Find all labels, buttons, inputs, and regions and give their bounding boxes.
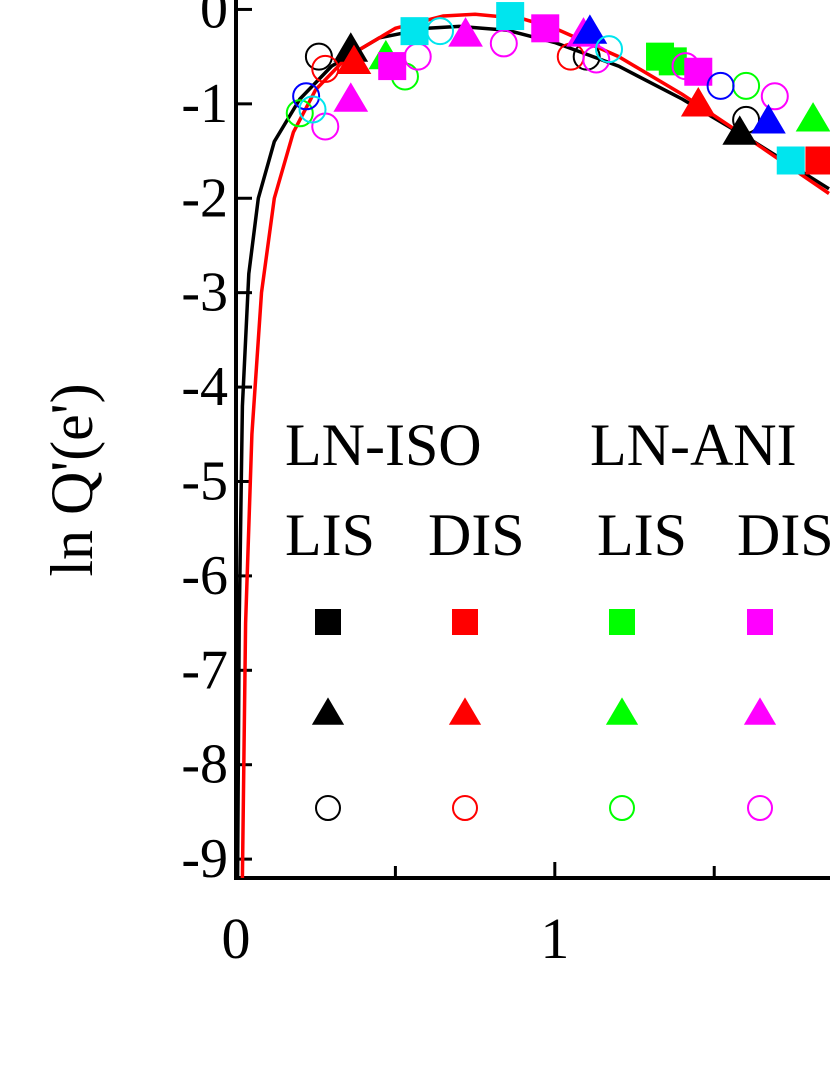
x-tick-label: 1 <box>540 906 569 971</box>
data-point <box>531 14 560 43</box>
legend-marker <box>609 609 635 635</box>
y-axis-label: ln Q'(e') <box>39 383 105 576</box>
y-tick-label: -1 <box>181 73 228 135</box>
legend-subtitle: LIS <box>285 502 375 568</box>
y-tick-label: -2 <box>181 167 228 229</box>
legend-subtitle: LIS <box>597 502 687 568</box>
legend-group-title: LN-ANI <box>590 412 797 478</box>
data-point <box>311 112 340 141</box>
data-point <box>448 17 483 47</box>
fit-curve <box>240 12 830 879</box>
data-point <box>333 82 369 112</box>
data-point <box>336 44 372 74</box>
legend-marker <box>311 697 345 725</box>
legend-marker <box>315 609 341 635</box>
legend-subtitle: DIS <box>428 502 525 568</box>
legend-marker <box>452 609 478 635</box>
data-point <box>671 52 700 81</box>
data-point <box>400 17 429 46</box>
y-tick-label: -8 <box>181 734 228 796</box>
data-point <box>378 52 407 81</box>
data-point <box>489 29 518 58</box>
legend-marker <box>452 795 478 821</box>
legend-marker <box>743 697 777 725</box>
data-point <box>572 14 608 44</box>
y-tick-label: -3 <box>181 262 228 324</box>
data-point <box>732 71 761 100</box>
y-tick-label: 0 <box>200 0 228 40</box>
legend-marker <box>448 697 482 725</box>
data-point <box>298 95 327 124</box>
data-point <box>426 17 455 46</box>
legend-marker <box>609 795 635 821</box>
data-point <box>706 71 735 100</box>
data-point <box>311 54 340 83</box>
data-point <box>795 102 830 132</box>
data-point <box>760 82 789 111</box>
y-tick-label: -9 <box>181 828 228 890</box>
legend-marker <box>747 795 773 821</box>
x-tick-label: 0 <box>222 906 251 971</box>
y-tick-label: -5 <box>181 450 228 512</box>
legend-group-title: LN-ISO <box>285 412 482 478</box>
data-point <box>403 42 432 71</box>
data-point <box>496 2 525 31</box>
legend-subtitle: DIS <box>737 502 830 568</box>
data-point <box>285 99 314 128</box>
legend-marker <box>315 795 341 821</box>
data-point <box>751 104 786 134</box>
y-tick-label: -7 <box>181 639 228 701</box>
data-point <box>805 146 830 175</box>
data-point <box>680 87 716 117</box>
data-point <box>292 82 321 111</box>
data-point <box>722 115 758 145</box>
legend-marker <box>605 697 639 725</box>
data-point <box>595 35 624 64</box>
legend-marker <box>747 609 773 635</box>
y-tick-label: -4 <box>181 356 228 418</box>
data-point <box>776 146 805 175</box>
y-tick-label: -6 <box>181 545 228 607</box>
